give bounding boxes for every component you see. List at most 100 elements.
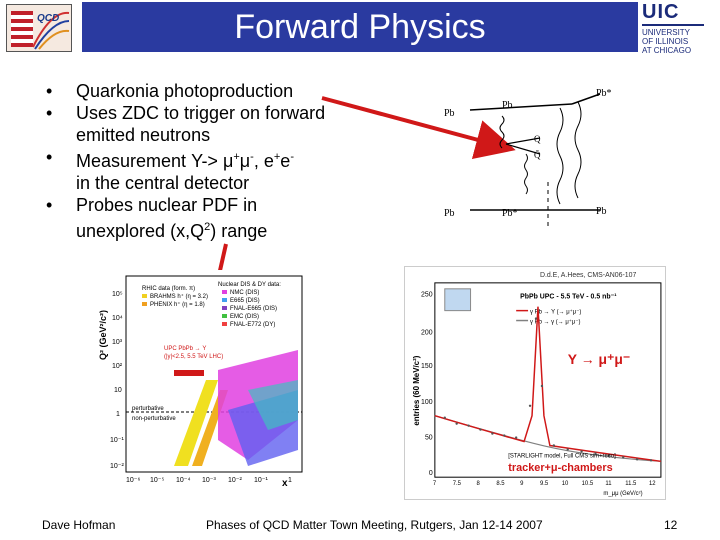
label-q: Q — [534, 134, 541, 144]
ytick: 1 — [116, 411, 120, 418]
uic-logo-line1: UNIVERSITY — [642, 28, 691, 37]
minus-sign: - — [290, 151, 294, 163]
label-perturbative: perturbative — [132, 406, 164, 412]
left-yticks: 10⁵ 10⁴ 10³ 10² 10 1 10⁻¹ 10⁻² — [110, 291, 124, 470]
bullet-text: Quarkonia photoproduction — [76, 81, 294, 101]
bullet-item: • Probes nuclear PDF in unexplored (x,Q2) … — [46, 195, 268, 241]
uic-logo: UIC UNIVERSITY OF ILLINOIS AT CHICAGO — [642, 2, 718, 55]
bullet-text: Uses ZDC to trigger on forward emitted n… — [76, 103, 326, 145]
xtick: 10⁻¹ — [254, 477, 268, 484]
kinematic-coverage-plot: Q² (GeV²/c²) x 10⁵ 10⁴ 10³ 10² 10 1 10⁻¹… — [98, 270, 308, 490]
e-symbol: e — [263, 151, 274, 171]
feynman-diagram: Pb Pb Pb* Pb Pb* Pb Q Q̄ — [444, 88, 612, 228]
ytick: 10³ — [112, 339, 123, 346]
bullet-item: • Measurement Υ-> μ+μ-, e+e-in the centra… — [46, 147, 294, 193]
legend-entry: RHIC data (form. π) — [142, 286, 195, 292]
tracker-text: tracker+μ-chambers — [508, 462, 612, 474]
plus-sign: + — [233, 151, 240, 163]
decay-label: Υ → μ⁺μ⁻ — [568, 351, 630, 367]
xtick: 10.5 — [582, 481, 594, 487]
page-number: 12 — [664, 518, 678, 532]
measure-line2: in the central detector — [76, 173, 250, 193]
legend-entry: NMC (DIS) — [230, 290, 259, 296]
bullet-text-line2b: ) range — [210, 221, 268, 241]
e-symbol: e — [280, 151, 291, 171]
xtick: 9 — [520, 481, 524, 487]
data-points — [443, 317, 653, 462]
data-regions — [174, 350, 298, 466]
ytick: 10⁻² — [110, 463, 124, 470]
label-pb-in-bot: Pb — [444, 208, 455, 219]
label-pb-star-top: Pb* — [596, 88, 612, 99]
plus-sign: + — [273, 151, 281, 163]
legend-background: γ Pb → γ (→ μ⁺μ⁻) — [530, 319, 580, 326]
left-ylabel: Q² (GeV²/c²) — [98, 310, 108, 360]
left-xticks: 10⁻⁶ 10⁻⁵ 10⁻⁴ 10⁻³ 10⁻² 10⁻¹ 1 — [126, 477, 292, 484]
qcd-logo-text: QCD — [37, 13, 60, 24]
label-nonperturbative: non-perturbative — [132, 416, 176, 422]
model-text: [STARLIGHT model, Full CMS sim+reco] — [508, 453, 616, 459]
label-pb-star-bot: Pb* — [502, 208, 518, 219]
decay-arrow: -> — [201, 151, 218, 171]
legend-entry: FNAL-E772 (DY) — [230, 322, 275, 328]
label-pb-in-top: Pb — [444, 108, 455, 119]
invariant-mass-plot: D.d.E, A.Hees, CMS-AN06-107 PbPb UPC - 5… — [404, 266, 666, 500]
bullet-item: • Quarkonia photoproduction — [46, 81, 294, 101]
xtick: 10⁻⁴ — [176, 477, 191, 484]
xtick: 10⁻³ — [202, 477, 216, 484]
ytick: 10² — [112, 363, 123, 370]
xtick: 11.5 — [625, 481, 637, 487]
right-xlabel: m_μμ (GeV/c²) — [603, 491, 642, 497]
title-bar: Forward Physics — [82, 2, 638, 52]
xtick: 10⁻² — [228, 477, 242, 484]
legend-signal: γ Pb → Υ (→ μ⁺μ⁻) — [530, 309, 581, 316]
left-xlabel: x — [282, 478, 288, 489]
xtick: 7.5 — [453, 481, 462, 487]
measure-pre: Measurement — [76, 151, 192, 171]
legend-entry: Nuclear DIS & DY data: — [218, 282, 281, 288]
footer-event: Phases of QCD Matter Town Meeting, Rutge… — [206, 518, 543, 532]
slide-title: Forward Physics — [234, 8, 486, 46]
ytick: 10⁵ — [112, 291, 123, 298]
upc-annotation-range: (|y|<2.5, 5.5 TeV LHC) — [164, 354, 223, 360]
upc-annotation: UPC PbPb → Υ — [164, 346, 206, 352]
ytick: 150 — [421, 363, 433, 370]
ytick: 100 — [421, 399, 433, 406]
slide-header: QCD Forward Physics UIC UNIVERSITY OF IL… — [0, 0, 720, 56]
left-legend: RHIC data (form. π) BRAHMS h⁺ (η = 3.2) … — [142, 282, 281, 328]
ytick: 250 — [421, 292, 433, 299]
bullet-list: • Quarkonia photoproduction • Uses ZDC to … — [40, 80, 340, 242]
ytick: 10⁻¹ — [110, 437, 124, 444]
ytick: 0 — [429, 470, 433, 477]
xtick: 10⁻⁶ — [126, 477, 140, 484]
ytick: 10⁴ — [112, 315, 123, 322]
qcd-logo: QCD — [6, 4, 72, 52]
uic-logo-line3: AT CHICAGO — [642, 46, 692, 55]
signal-curve — [434, 306, 662, 463]
xtick: 10 — [562, 481, 569, 487]
label-pb-out-bot: Pb — [596, 206, 607, 217]
flag-stripes-icon — [11, 11, 33, 47]
xtick: 1 — [288, 477, 292, 484]
bullet-text-line2a: unexplored (x,Q — [76, 221, 205, 241]
right-xticks: 7 7.5 8 8.5 9 9.5 10 10.5 11 11.5 12 — [433, 481, 656, 487]
detector-thumbnail — [444, 288, 472, 312]
mu-symbol: μ — [239, 151, 251, 171]
footer-author: Dave Hofman — [42, 518, 116, 532]
label-qbar: Q̄ — [534, 150, 541, 160]
xtick: 8.5 — [496, 481, 505, 487]
ytick: 200 — [421, 329, 433, 336]
xtick: 9.5 — [540, 481, 549, 487]
uic-logo-line2: OF ILLINOIS — [642, 37, 689, 46]
legend-entry: EMC (DIS) — [230, 314, 259, 320]
right-yticks: 250 200 150 100 50 0 — [421, 292, 433, 477]
right-title: PbPb UPC - 5.5 TeV - 0.5 nb⁻¹ — [520, 294, 617, 301]
bullet-text-measure: Measurement Υ-> μ+μ-, e+e-in the central… — [76, 151, 294, 193]
slide-footer: Dave Hofman Phases of QCD Matter Town Me… — [0, 516, 720, 536]
legend-entry: BRAHMS h⁺ (η = 3.2) — [150, 293, 208, 300]
minus-sign: - — [250, 151, 254, 163]
swirl-icon — [32, 11, 70, 50]
right-ylabel: entries (60 MeV/c²) — [412, 355, 421, 425]
comma: , — [253, 151, 264, 171]
superscript-2: 2 — [204, 221, 211, 233]
